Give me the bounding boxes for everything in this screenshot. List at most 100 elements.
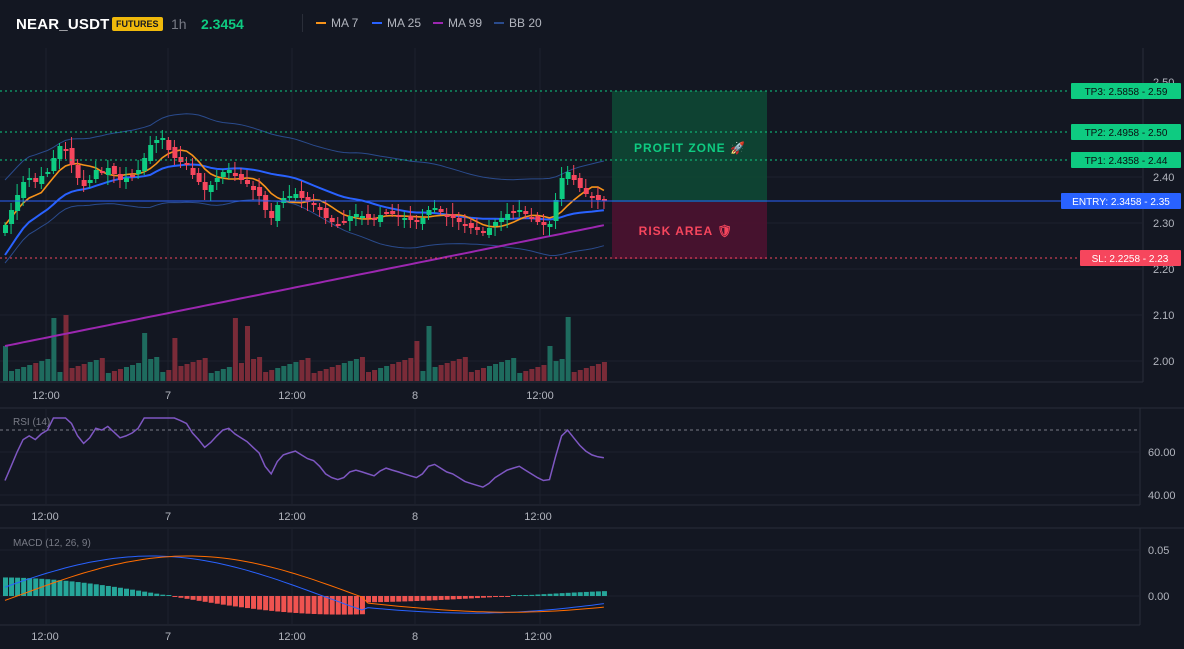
rsi-tick: 40.00 xyxy=(1148,490,1176,502)
symbol-name[interactable]: NEAR_USDT xyxy=(16,16,110,33)
candle-body xyxy=(232,173,238,176)
candle-body xyxy=(474,227,480,230)
candle-body xyxy=(93,170,99,179)
ma7-line xyxy=(4,149,605,228)
macd-histogram-bar xyxy=(245,596,250,609)
candle-body xyxy=(366,214,371,218)
macd-histogram-bar xyxy=(21,577,27,596)
legend-bb20[interactable]: BB 20 xyxy=(494,16,542,30)
macd-histogram-bar xyxy=(317,596,323,615)
macd-histogram-bar xyxy=(226,596,232,606)
legend-ma7[interactable]: MA 7 xyxy=(316,16,358,30)
candle-body xyxy=(63,149,69,151)
volume-bar xyxy=(21,367,27,381)
volume-bar xyxy=(45,359,51,381)
candle-body xyxy=(111,166,117,174)
volume-bar xyxy=(480,368,486,381)
volume-bar xyxy=(3,346,8,381)
candle-body xyxy=(105,168,111,175)
volume-bar xyxy=(57,372,63,381)
candle-body xyxy=(305,197,311,202)
candle-body xyxy=(117,174,123,180)
volume-bar xyxy=(529,369,535,381)
candle-body xyxy=(402,218,408,220)
macd-histogram-bar xyxy=(565,592,571,596)
volume-bar xyxy=(111,371,117,381)
bb-lower xyxy=(4,199,605,264)
macd-histogram-bar xyxy=(75,582,81,596)
entry-tag xyxy=(1061,193,1181,209)
legend-ma25[interactable]: MA 25 xyxy=(372,16,421,30)
macd-histogram-bar xyxy=(456,596,462,600)
volume-bar xyxy=(347,361,353,381)
volume-bar xyxy=(493,364,499,381)
timeframe-selector[interactable]: 1h xyxy=(171,16,187,32)
legend-ma99[interactable]: MA 99 xyxy=(433,16,482,30)
volume-bar xyxy=(414,341,420,381)
macd-indicator xyxy=(3,555,607,615)
candle-body xyxy=(414,220,420,222)
price-tick: 2.20 xyxy=(1153,264,1174,276)
macd-histogram-bar xyxy=(432,596,438,601)
candle-body xyxy=(257,187,263,196)
candle-body xyxy=(245,180,250,184)
volume-bar xyxy=(353,359,359,381)
candle-body xyxy=(396,215,402,217)
candle-body xyxy=(541,222,547,225)
sl-tag xyxy=(1080,250,1181,266)
candle-body xyxy=(39,176,45,184)
macd-histogram-bar xyxy=(269,596,275,611)
volume-bar xyxy=(589,366,595,381)
macd-histogram-bar xyxy=(541,594,547,596)
volume-bar xyxy=(69,368,75,381)
candle-body xyxy=(166,140,172,150)
volume-bar xyxy=(402,360,408,381)
macd-histogram-bar xyxy=(505,596,511,597)
candle-body xyxy=(493,222,499,226)
volume-bar xyxy=(226,367,232,381)
volume-bar xyxy=(359,357,365,381)
profit-zone xyxy=(612,91,767,202)
macd-histogram-bar xyxy=(378,596,384,603)
volume-bar xyxy=(238,363,244,381)
candle-body xyxy=(142,158,148,171)
volume-bar xyxy=(184,364,190,381)
macd-histogram-bar xyxy=(523,595,529,596)
candle-body xyxy=(529,217,535,219)
volume-bar xyxy=(571,372,577,381)
candle-body xyxy=(15,195,21,211)
macd-histogram-bar xyxy=(45,579,51,596)
candle-body xyxy=(408,216,414,220)
candle-body xyxy=(517,210,523,212)
macd-histogram-bar xyxy=(474,596,480,599)
candle-body xyxy=(390,211,396,214)
volume-bar xyxy=(565,317,571,381)
candle-body xyxy=(353,214,359,217)
time-tick: 12:00 xyxy=(278,390,306,402)
ma25-swatch xyxy=(372,21,382,24)
time-tick: 8 xyxy=(412,631,418,643)
volume-bar xyxy=(366,372,371,381)
candle-body xyxy=(27,178,33,180)
macd-histogram-bar xyxy=(9,577,15,596)
volume-bar xyxy=(420,371,426,381)
volume-bar xyxy=(269,370,275,381)
futures-badge: FUTURES xyxy=(112,17,163,31)
volume-bar xyxy=(426,326,432,381)
macd-histogram-bar xyxy=(172,596,178,597)
volume-bar xyxy=(547,346,553,381)
candle-body xyxy=(69,148,75,165)
volume-bar xyxy=(81,364,87,381)
macd-tick: 0.00 xyxy=(1148,591,1169,603)
ma7-swatch xyxy=(316,21,326,24)
candle-body xyxy=(589,196,595,198)
macd-histogram-bar xyxy=(232,596,238,607)
candle-body xyxy=(384,212,390,214)
macd-histogram-bar xyxy=(220,596,226,605)
volume-bar xyxy=(535,367,541,381)
candle-body xyxy=(499,218,505,222)
macd-histogram-bar xyxy=(408,596,414,602)
volume-bar xyxy=(257,357,263,381)
